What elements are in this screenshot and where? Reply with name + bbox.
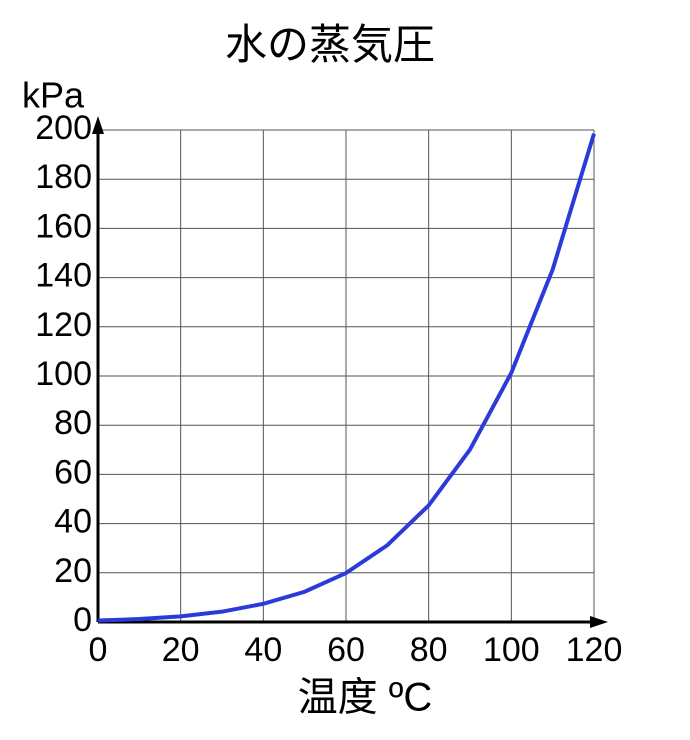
x-tick-label: 20 bbox=[162, 631, 200, 669]
x-axis-arrow bbox=[590, 616, 608, 628]
x-tick-label: 0 bbox=[89, 631, 108, 669]
x-tick-label: 80 bbox=[410, 631, 448, 669]
y-tick-label: 40 bbox=[54, 503, 92, 541]
x-axis-label: 温度 ºC bbox=[298, 676, 433, 720]
y-tick-label: 60 bbox=[54, 453, 92, 491]
x-tick-label: 100 bbox=[483, 631, 540, 669]
y-tick-label: 120 bbox=[35, 306, 92, 344]
y-axis-arrow bbox=[92, 116, 104, 134]
y-tick-label: 20 bbox=[54, 552, 92, 590]
y-axis-label: kPa bbox=[22, 75, 85, 116]
y-tick-label: 100 bbox=[35, 355, 92, 393]
y-tick-label: 140 bbox=[35, 257, 92, 295]
chart-title: 水の蒸気圧 bbox=[225, 21, 435, 68]
data-line bbox=[97, 133, 596, 623]
y-tick-label: 0 bbox=[73, 601, 92, 639]
x-tick-label: 60 bbox=[327, 631, 365, 669]
y-tick-label: 80 bbox=[54, 404, 92, 442]
x-tick-label: 40 bbox=[244, 631, 282, 669]
y-tick-label: 160 bbox=[35, 207, 92, 245]
y-tick-label: 200 bbox=[35, 109, 92, 147]
x-tick-label: 120 bbox=[566, 631, 623, 669]
y-tick-label: 180 bbox=[35, 158, 92, 196]
